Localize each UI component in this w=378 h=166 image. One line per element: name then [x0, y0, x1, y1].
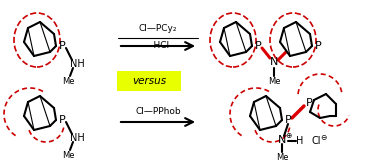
Text: Cl: Cl	[311, 136, 321, 146]
Text: Me: Me	[268, 77, 280, 85]
Text: N: N	[270, 57, 278, 67]
Text: NH: NH	[70, 133, 84, 143]
Text: Me: Me	[276, 153, 288, 162]
Text: Me: Me	[62, 77, 74, 85]
Text: ⊖: ⊖	[320, 132, 326, 141]
Text: −HCl: −HCl	[146, 41, 170, 49]
Text: ⊕: ⊕	[285, 131, 291, 140]
Text: N: N	[278, 135, 286, 145]
Text: Cl—PCy₂: Cl—PCy₂	[139, 24, 177, 33]
Text: P: P	[285, 115, 291, 125]
Text: versus: versus	[132, 76, 166, 86]
Text: Cl—PPhob: Cl—PPhob	[135, 108, 181, 117]
Text: Me: Me	[62, 151, 74, 160]
Text: P: P	[314, 41, 321, 51]
Text: P: P	[255, 41, 261, 51]
Text: NH: NH	[70, 59, 84, 69]
Text: P: P	[306, 98, 312, 108]
Text: P: P	[59, 115, 65, 125]
Text: H: H	[296, 136, 304, 146]
FancyBboxPatch shape	[117, 71, 181, 91]
Text: P: P	[59, 41, 65, 51]
